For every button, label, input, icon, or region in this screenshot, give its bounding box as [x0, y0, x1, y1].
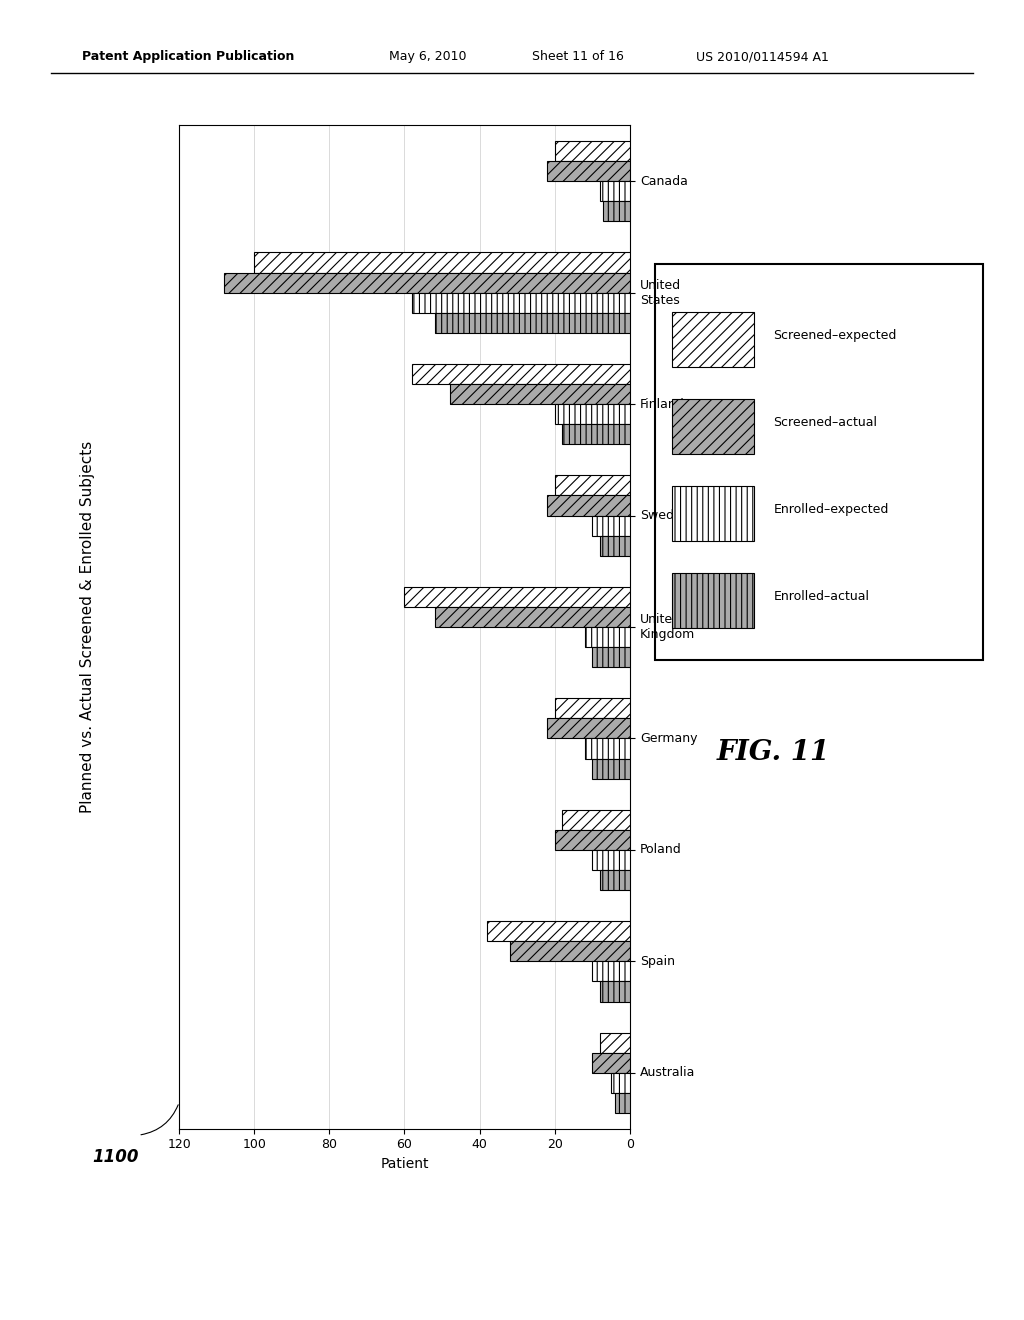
- Bar: [592, 961, 630, 982]
- Bar: [547, 495, 630, 516]
- Bar: [224, 272, 630, 293]
- Bar: [603, 201, 630, 222]
- Bar: [555, 404, 630, 424]
- Bar: [592, 1053, 630, 1073]
- Bar: [611, 1073, 630, 1093]
- Bar: [592, 850, 630, 870]
- Bar: [510, 941, 630, 961]
- Bar: [555, 698, 630, 718]
- Bar: [434, 607, 630, 627]
- Bar: [434, 313, 630, 333]
- Bar: [672, 573, 754, 628]
- Bar: [600, 870, 630, 890]
- Text: Enrolled–expected: Enrolled–expected: [773, 503, 889, 516]
- Bar: [585, 627, 630, 647]
- Bar: [555, 141, 630, 161]
- Bar: [600, 181, 630, 201]
- Text: Planned vs. Actual Screened & Enrolled Subjects: Planned vs. Actual Screened & Enrolled S…: [80, 441, 94, 813]
- Text: Screened–actual: Screened–actual: [773, 416, 878, 429]
- Bar: [254, 252, 630, 272]
- Bar: [672, 312, 754, 367]
- Bar: [547, 718, 630, 738]
- Bar: [404, 587, 630, 607]
- Bar: [672, 486, 754, 541]
- Bar: [592, 516, 630, 536]
- Bar: [600, 536, 630, 556]
- Bar: [585, 738, 630, 759]
- Text: US 2010/0114594 A1: US 2010/0114594 A1: [696, 50, 829, 63]
- Text: Screened–expected: Screened–expected: [773, 329, 897, 342]
- Bar: [547, 161, 630, 181]
- Text: Sheet 11 of 16: Sheet 11 of 16: [532, 50, 625, 63]
- Text: 1100: 1100: [92, 1148, 138, 1167]
- Bar: [555, 830, 630, 850]
- Bar: [450, 384, 630, 404]
- Bar: [600, 982, 630, 1002]
- Text: May 6, 2010: May 6, 2010: [389, 50, 467, 63]
- Bar: [487, 921, 630, 941]
- Bar: [562, 809, 630, 830]
- Text: FIG. 11: FIG. 11: [717, 739, 830, 766]
- Text: Enrolled–actual: Enrolled–actual: [773, 590, 869, 603]
- Bar: [592, 647, 630, 667]
- Bar: [412, 293, 630, 313]
- Bar: [412, 364, 630, 384]
- Bar: [562, 424, 630, 445]
- Bar: [592, 759, 630, 779]
- Bar: [672, 399, 754, 454]
- Bar: [555, 475, 630, 495]
- X-axis label: Patient: Patient: [380, 1156, 429, 1171]
- Text: Patent Application Publication: Patent Application Publication: [82, 50, 294, 63]
- Bar: [614, 1093, 630, 1113]
- Bar: [600, 1032, 630, 1053]
